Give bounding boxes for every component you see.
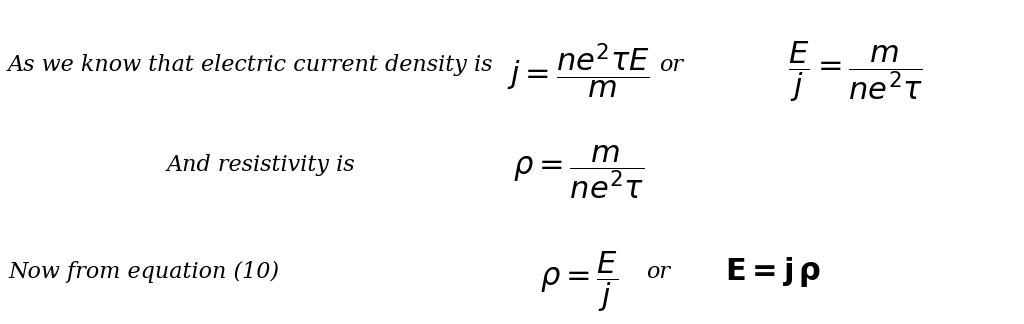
Text: As we know that electric current density is: As we know that electric current density… <box>8 54 494 76</box>
Text: $\rho=\dfrac{m}{ne^2\tau}$: $\rho=\dfrac{m}{ne^2\tau}$ <box>513 143 644 201</box>
Text: $\rho=\dfrac{E}{j}$: $\rho=\dfrac{E}{j}$ <box>540 249 617 314</box>
Text: $j=\dfrac{ne^2\tau E}{m}$: $j=\dfrac{ne^2\tau E}{m}$ <box>507 42 650 101</box>
Text: And resistivity is: And resistivity is <box>167 154 355 176</box>
Text: Now from equation (10): Now from equation (10) <box>8 261 280 283</box>
Text: $\mathbf{E=j\,\rho}$: $\mathbf{E=j\,\rho}$ <box>725 255 821 289</box>
Text: or: or <box>646 261 671 283</box>
Text: $\dfrac{E}{j}=\dfrac{m}{ne^2\tau}$: $\dfrac{E}{j}=\dfrac{m}{ne^2\tau}$ <box>787 39 923 104</box>
Text: or: or <box>658 54 683 76</box>
